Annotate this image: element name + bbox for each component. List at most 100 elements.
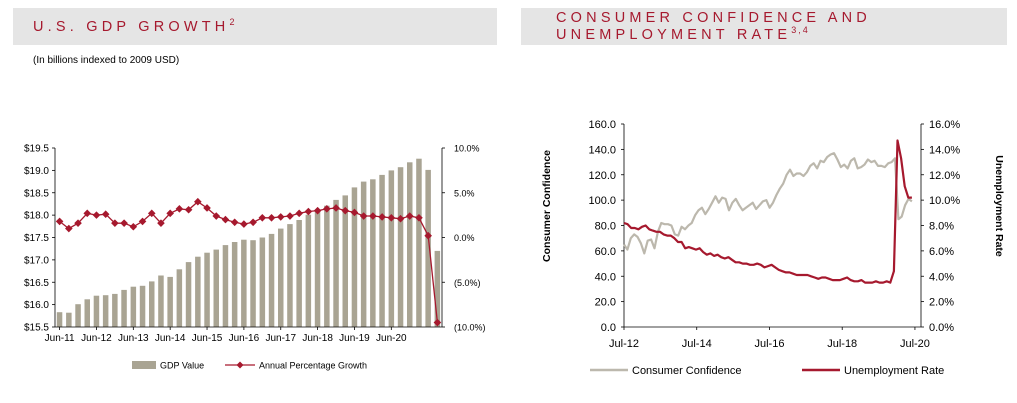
cc-left-tick-label: 100.0 bbox=[588, 195, 616, 207]
gdp-bar bbox=[176, 269, 183, 327]
cc-right-tick-label: 8.0% bbox=[929, 221, 954, 233]
gdp-bar bbox=[102, 295, 109, 327]
gdp-bar bbox=[296, 220, 302, 327]
gdp-growth-point bbox=[378, 213, 386, 221]
cc-left-tick-label: 120.0 bbox=[588, 170, 616, 182]
gdp-bar bbox=[204, 252, 210, 327]
cc-left-axis-title: Consumer Confidence bbox=[541, 150, 553, 262]
gdp-bar bbox=[397, 167, 404, 327]
gdp-x-tick-label: Jun-20 bbox=[376, 333, 407, 344]
gdp-right-tick-label: (10.0%) bbox=[454, 323, 486, 333]
gdp-growth-point bbox=[120, 219, 128, 227]
gdp-left-tick-label: $15.5 bbox=[24, 323, 49, 334]
gdp-bar bbox=[287, 224, 293, 327]
gdp-growth-point bbox=[323, 205, 331, 213]
gdp-left-tick-label: $18.0 bbox=[24, 211, 49, 222]
gdp-bar bbox=[158, 275, 164, 327]
gdp-growth-point bbox=[221, 215, 230, 224]
cc-left-tick-label: 40.0 bbox=[595, 271, 616, 283]
right-title-banner bbox=[521, 8, 1007, 45]
gdp-growth-point bbox=[304, 207, 313, 216]
gdp-growth-point bbox=[359, 212, 368, 220]
gdp-bar bbox=[407, 162, 413, 327]
gdp-x-tick-label: Jun-16 bbox=[229, 333, 260, 344]
gdp-bar bbox=[185, 262, 192, 327]
gdp-bar bbox=[84, 299, 90, 327]
gdp-right-tick-label: 0.0% bbox=[454, 233, 475, 243]
gdp-growth-point bbox=[166, 209, 174, 218]
gdp-bar bbox=[434, 250, 441, 327]
gdp-x-tick-label: Jun-18 bbox=[302, 333, 333, 344]
gdp-growth-point bbox=[138, 217, 147, 226]
gdp-bar bbox=[379, 174, 385, 327]
gdp-bar bbox=[241, 239, 247, 327]
cc-right-tick-label: 16.0% bbox=[929, 119, 960, 131]
gdp-left-tick-label: $19.5 bbox=[24, 144, 49, 155]
gdp-bar bbox=[314, 210, 321, 327]
gdp-growth-point bbox=[267, 214, 276, 222]
gdp-growth-point bbox=[415, 214, 423, 222]
gdp-x-tick-label: Jun-19 bbox=[339, 333, 370, 344]
gdp-right-tick-label: (5.0%) bbox=[454, 278, 481, 288]
gdp-growth-point bbox=[276, 213, 285, 221]
gdp-left-tick-label: $16.0 bbox=[24, 300, 49, 311]
gdp-bar bbox=[425, 169, 431, 327]
gdp-legend-bar-swatch bbox=[132, 361, 156, 369]
gdp-bar bbox=[93, 295, 100, 327]
cc-left-tick-label: 80.0 bbox=[595, 221, 616, 233]
cc-x-tick-label: Jul-12 bbox=[609, 338, 639, 350]
gdp-bar bbox=[75, 304, 81, 327]
cc-confidence-line bbox=[623, 152, 913, 255]
gdp-bar bbox=[278, 228, 284, 327]
gdp-growth-point bbox=[230, 218, 239, 227]
gdp-left-tick-label: $17.5 bbox=[24, 233, 49, 244]
gdp-growth-point bbox=[203, 204, 211, 212]
gdp-left-tick-label: $16.5 bbox=[24, 278, 49, 289]
gdp-growth-point bbox=[387, 214, 396, 222]
confidence-chart-title-line2: UNEMPLOYMENT RATE3,4 bbox=[556, 25, 810, 43]
gdp-growth-point bbox=[129, 222, 138, 231]
gdp-growth-point bbox=[405, 212, 414, 220]
gdp-growth-point bbox=[313, 206, 322, 215]
cc-right-tick-label: 0.0% bbox=[929, 322, 954, 334]
gdp-right-tick-label: 5.0% bbox=[454, 188, 475, 198]
cc-right-axis-title: Unemployment Rate bbox=[993, 155, 1005, 257]
gdp-growth-point bbox=[332, 204, 340, 212]
gdp-bar bbox=[268, 233, 275, 327]
gdp-growth-point bbox=[55, 217, 64, 226]
gdp-x-tick-label: Jun-17 bbox=[265, 333, 296, 344]
gdp-bar bbox=[121, 289, 127, 327]
gdp-x-tick-label: Jun-11 bbox=[45, 333, 75, 344]
gdp-bar bbox=[250, 240, 256, 327]
gdp-growth-point bbox=[101, 210, 110, 219]
gdp-bar bbox=[259, 237, 266, 327]
gdp-legend-label-growth: Annual Percentage Growth bbox=[259, 361, 367, 371]
gdp-bar bbox=[416, 158, 422, 327]
gdp-growth-point bbox=[175, 205, 184, 213]
gdp-bar bbox=[342, 195, 348, 327]
gdp-bar bbox=[130, 286, 137, 327]
gdp-growth-point bbox=[194, 197, 202, 206]
gdp-growth-point bbox=[424, 231, 432, 240]
gdp-growth-point bbox=[74, 219, 82, 227]
gdp-growth-point bbox=[212, 212, 221, 220]
gdp-bar bbox=[149, 281, 155, 327]
gdp-bar bbox=[195, 256, 201, 327]
cc-x-tick-label: Jul-16 bbox=[754, 338, 784, 350]
gdp-growth-point bbox=[111, 219, 119, 227]
cc-left-tick-label: 140.0 bbox=[588, 144, 616, 156]
gdp-growth-point bbox=[157, 219, 165, 227]
gdp-growth-point bbox=[433, 318, 442, 327]
gdp-left-tick-label: $19.0 bbox=[24, 166, 49, 177]
left-title-banner bbox=[13, 8, 497, 45]
gdp-left-tick-label: $17.0 bbox=[24, 255, 49, 266]
gdp-growth-point bbox=[240, 220, 248, 228]
gdp-growth-point bbox=[184, 205, 193, 214]
cc-legend-label-unemployment: Unemployment Rate bbox=[844, 365, 944, 377]
gdp-bar bbox=[324, 205, 330, 327]
gdp-x-tick-label: Jun-15 bbox=[192, 333, 223, 344]
gdp-x-tick-label: Jun-14 bbox=[155, 333, 186, 344]
gdp-bar bbox=[222, 245, 229, 327]
gdp-x-tick-label: Jun-12 bbox=[81, 333, 112, 344]
gdp-growth-point bbox=[249, 218, 257, 227]
